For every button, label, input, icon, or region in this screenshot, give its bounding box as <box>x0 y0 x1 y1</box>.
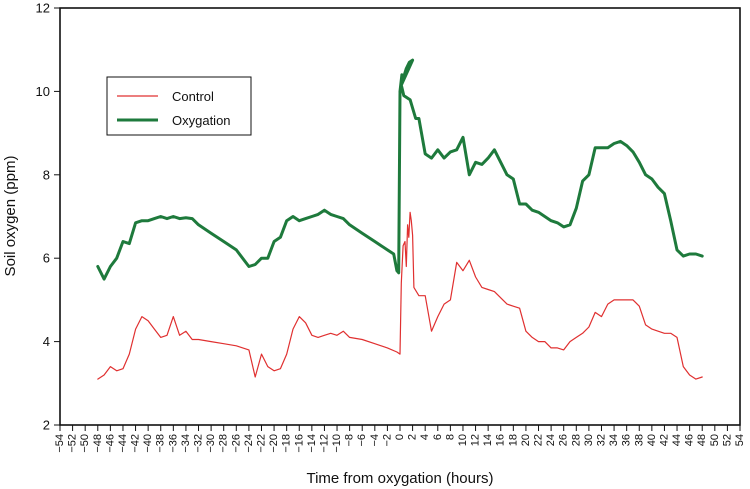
y-tick-label: 10 <box>36 84 50 99</box>
x-tick-label: −4 <box>369 434 381 447</box>
x-tick-label: −48 <box>92 434 104 453</box>
x-tick-label: −14 <box>306 434 318 453</box>
x-tick-label: −46 <box>104 434 116 453</box>
x-tick-label: −30 <box>205 434 217 453</box>
series-line-oxygation <box>96 58 704 281</box>
x-tick-label: −32 <box>193 434 205 453</box>
x-tick-label: 0 <box>394 434 406 440</box>
x-tick-label: 6 <box>432 434 444 440</box>
x-tick-label: −34 <box>180 434 192 453</box>
x-tick-label: −12 <box>318 434 330 453</box>
x-tick-label: 54 <box>734 434 746 446</box>
x-tick-label: 10 <box>457 434 469 446</box>
x-tick-label: −36 <box>167 434 179 453</box>
y-axis-ticks: 2 4 6 8 10 12 <box>36 1 60 433</box>
x-tick-label: −6 <box>356 434 368 447</box>
x-tick-label: 14 <box>482 434 494 446</box>
x-tick-label: 38 <box>633 434 645 446</box>
x-tick-label: 2 <box>407 434 419 440</box>
x-tick-label: 32 <box>595 434 607 446</box>
y-tick-label: 2 <box>43 418 50 433</box>
y-tick-label: 4 <box>43 334 50 349</box>
x-tick-label: −44 <box>117 434 129 453</box>
x-tick-label: 28 <box>570 434 582 446</box>
x-tick-label: −26 <box>230 434 242 453</box>
x-tick-label: −38 <box>155 434 167 453</box>
x-tick-label: 40 <box>646 434 658 446</box>
x-tick-label: −22 <box>255 434 267 453</box>
x-tick-label: 4 <box>419 434 431 440</box>
series-line-control <box>97 211 703 380</box>
legend-box <box>106 76 252 136</box>
x-tick-label: −2 <box>381 434 393 447</box>
x-tick-label: −50 <box>79 434 91 453</box>
x-tick-label: −54 <box>54 434 66 453</box>
x-tick-label: −8 <box>344 434 356 447</box>
x-tick-label: −40 <box>142 434 154 453</box>
x-tick-label: 46 <box>684 434 696 446</box>
x-tick-label: 20 <box>520 434 532 446</box>
legend: Control Oxygation <box>106 76 252 136</box>
x-tick-label: 24 <box>545 434 557 446</box>
x-tick-label: −20 <box>268 434 280 453</box>
x-tick-label: −10 <box>331 434 343 453</box>
y-tick-label: 8 <box>43 167 50 182</box>
x-tick-label: 26 <box>558 434 570 446</box>
x-tick-label: 8 <box>444 434 456 440</box>
x-tick-label: −18 <box>281 434 293 453</box>
x-tick-label: −52 <box>67 434 79 453</box>
x-tick-label: 36 <box>621 434 633 446</box>
y-tick-label: 6 <box>43 251 50 266</box>
x-tick-label: 48 <box>696 434 708 446</box>
x-tick-label: 44 <box>671 434 683 446</box>
x-tick-label: 34 <box>608 434 620 446</box>
x-axis-ticks: −54 −52 −50 −48 −46 −44 −42 −40 −38 −36 −34 −32 −30−… <box>54 425 746 453</box>
y-tick-label: 12 <box>36 1 50 16</box>
legend-label-control: Control <box>172 89 214 104</box>
x-tick-label: −28 <box>218 434 230 453</box>
x-tick-label: −16 <box>293 434 305 453</box>
x-tick-label: −24 <box>243 434 255 453</box>
x-tick-label: 52 <box>721 434 733 446</box>
x-tick-label: 18 <box>507 434 519 446</box>
x-tick-label: 30 <box>583 434 595 446</box>
x-tick-label: 22 <box>533 434 545 446</box>
x-tick-label: 42 <box>658 434 670 446</box>
plot-frame <box>59 7 741 426</box>
x-tick-label: 16 <box>495 434 507 446</box>
series-layer <box>96 58 704 380</box>
x-tick-label: 50 <box>709 434 721 446</box>
x-tick-label: 12 <box>470 434 482 446</box>
x-axis-title: Time from oxygation (hours) <box>306 470 493 487</box>
legend-label-oxygation: Oxygation <box>172 113 231 128</box>
y-axis-title: Soil oxygen (ppm) <box>2 156 19 277</box>
x-tick-label: −42 <box>130 434 142 453</box>
